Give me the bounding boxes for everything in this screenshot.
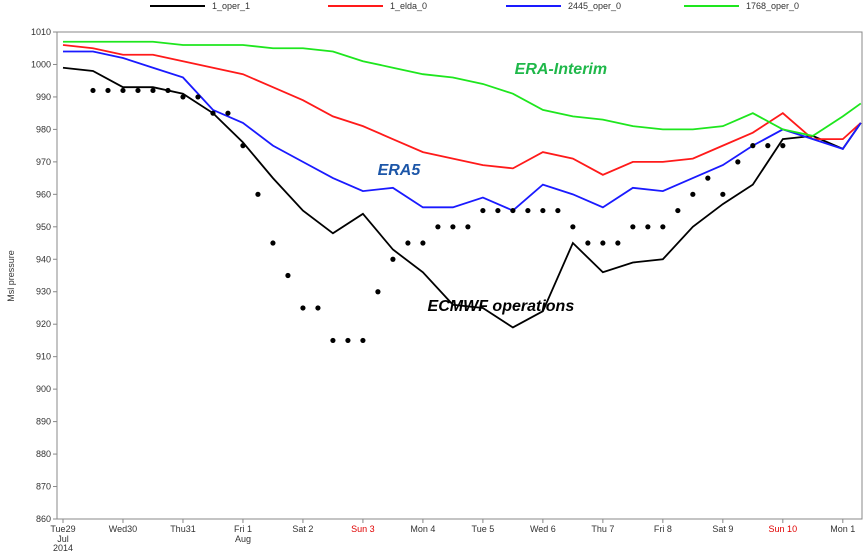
observation-dot [510,207,516,214]
x-tick-label: Wed30 [109,524,137,534]
observation-dot [660,224,666,230]
observation-dot [135,87,141,94]
y-tick-label: 900 [36,384,51,394]
observation-dot [720,191,726,197]
observation-dot [465,224,471,230]
observation-dot [150,87,156,94]
y-tick-label: 880 [36,449,51,459]
x-tick-label: Fri 1 [234,524,252,534]
legend-label: 1_elda_0 [390,1,427,11]
observation-dot [555,207,561,214]
observation-dot [525,207,531,214]
observation-dot [735,159,741,165]
x-tick-label: Fri 8 [654,524,672,534]
x-tick-label: Thu 7 [591,524,614,534]
y-tick-label: 1000 [31,59,51,69]
y-tick-label: 1010 [31,27,51,37]
observation-dot [360,337,366,344]
y-tick-label: 910 [36,352,51,362]
observation-dot [480,207,486,214]
observation-dot [255,191,261,197]
observation-dot [615,240,621,246]
observation-dot [300,305,306,311]
x-tick-label: Wed 6 [530,524,556,534]
observation-dot [285,272,291,279]
plot-frame [56,31,863,520]
y-tick-label: 990 [36,92,51,102]
x-tick-sublabel: Aug [235,534,251,544]
observation-dot [180,94,186,100]
observation-dot [120,87,126,94]
observation-dot [690,191,696,197]
y-tick-label: 950 [36,222,51,232]
x-tick-label: Tue 5 [472,524,495,534]
observation-dot [600,240,606,246]
x-tick-label: Mon 4 [410,524,435,534]
observation-dot [540,207,546,214]
observation-dot [750,143,756,149]
y-axis-label: Msl pressure [6,250,16,302]
observation-dot [645,224,651,230]
observation-dot [210,110,216,116]
observation-dot [630,224,636,230]
y-tick-label: 980 [36,124,51,134]
annotation: ECMWF operations [428,298,575,315]
observation-dot [390,256,396,262]
x-tick-label: Sun 3 [351,524,375,534]
observation-dot [705,175,711,181]
x-tick-label: Sat 9 [712,524,733,534]
y-tick-label: 890 [36,417,51,427]
observation-dot [90,87,96,94]
observation-dot [225,110,231,116]
observation-dot [780,143,786,149]
series-line [62,66,862,329]
observation-dot [165,87,171,94]
x-tick-label: Mon 1 [830,524,855,534]
observation-dot [105,87,111,94]
legend-label: 1768_oper_0 [746,1,799,11]
series-line [62,40,862,137]
annotation: ERA5 [378,162,422,179]
y-tick-label: 920 [36,319,51,329]
x-tick-label: Thu31 [170,524,196,534]
observation-dot [420,240,426,246]
observation-dot [570,224,576,230]
observation-dot [195,94,201,100]
observation-dot [315,305,321,311]
y-tick-label: 970 [36,157,51,167]
legend-label: 1_oper_1 [212,1,250,11]
y-tick-label: 960 [36,189,51,199]
legend-label: 2445_oper_0 [568,1,621,11]
observation-dot [270,240,276,246]
observation-dot [330,337,336,344]
x-tick-sublabel: Jul [57,534,69,544]
observation-dot [240,143,246,149]
observation-dot [765,143,771,149]
observation-dot [435,224,441,230]
x-tick-label: Sun 10 [769,524,798,534]
x-tick-label: Tue29 [50,524,75,534]
series-line [62,44,862,176]
y-tick-label: 930 [36,287,51,297]
observation-dot [675,207,681,214]
y-tick-label: 860 [36,514,51,524]
observation-dot [345,337,351,344]
annotation: ERA-Interim [515,61,607,78]
series-line [62,50,862,212]
x-tick-sublabel: 2014 [53,543,73,553]
observation-dot [405,240,411,246]
y-tick-label: 940 [36,254,51,264]
observation-dot [450,224,456,230]
observation-dot [375,289,381,295]
observation-dot [585,240,591,246]
y-tick-label: 870 [36,482,51,492]
x-tick-label: Sat 2 [292,524,313,534]
observation-dot [495,207,501,214]
